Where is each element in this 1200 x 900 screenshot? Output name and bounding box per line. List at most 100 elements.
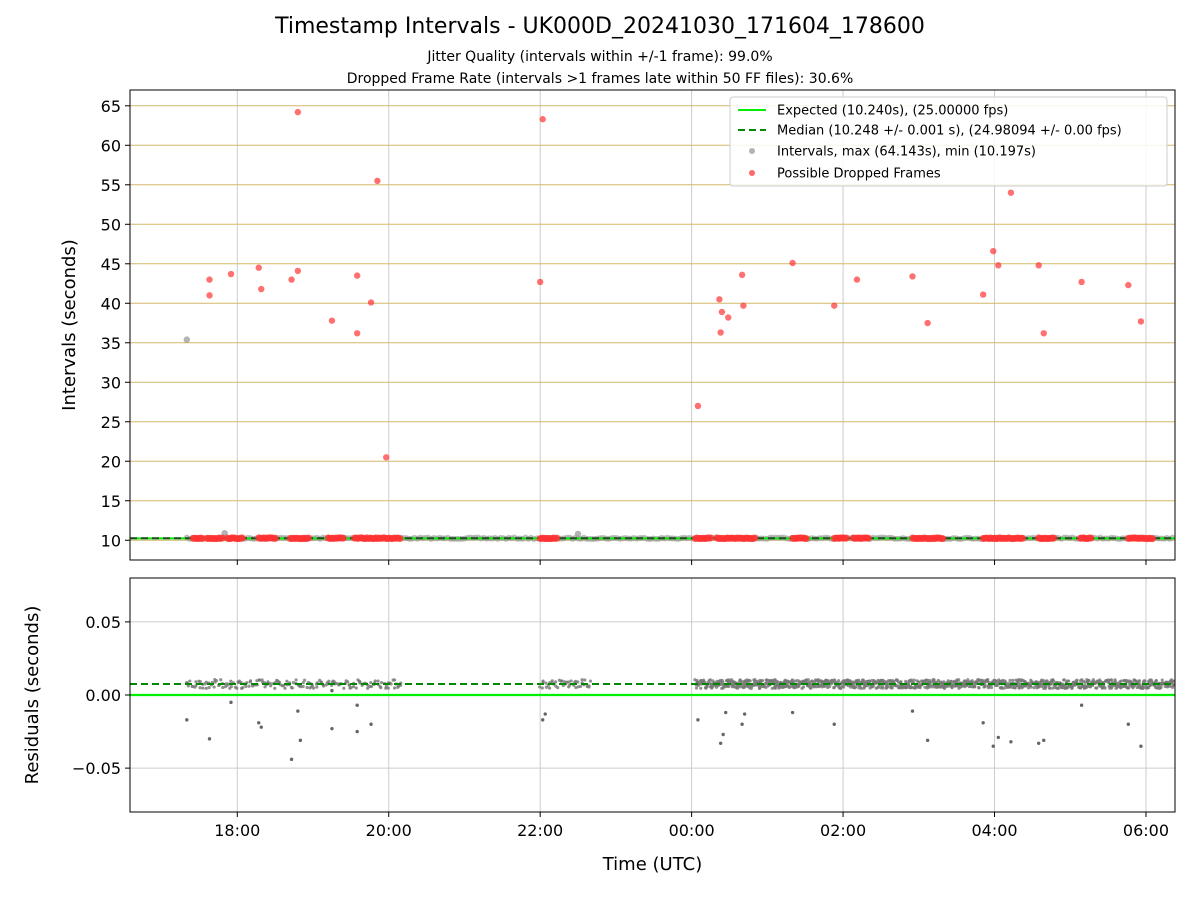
residual-point — [977, 678, 981, 682]
bottom-x-axis: 18:00 20:00 22:00 00:00 02:00 04:00 06:00 — [214, 812, 1169, 840]
residual-point — [373, 679, 377, 683]
residual-point — [1172, 679, 1175, 683]
residual-point — [1048, 686, 1052, 690]
dropped-frame-point — [553, 534, 561, 542]
residual-point — [1051, 686, 1055, 690]
residual-point — [890, 686, 894, 690]
residual-point — [301, 684, 305, 689]
bottom-x-tick-label: 20:00 — [366, 821, 412, 840]
dropped-frame-point — [1040, 330, 1047, 337]
residual-point — [327, 679, 331, 683]
residual-point — [544, 681, 548, 685]
dropped-frame-point — [294, 267, 302, 275]
legend-intervals-swatch — [749, 148, 755, 154]
residual-point — [219, 678, 223, 682]
residual-point — [355, 703, 359, 707]
legend-box — [729, 96, 1168, 187]
residual-point — [263, 685, 267, 689]
residual-point — [726, 684, 731, 689]
bottom-y-tick-label: −0.05 — [72, 759, 121, 778]
top-y-tick-label: 20 — [101, 452, 121, 471]
dropped-frame-point — [1050, 534, 1058, 542]
residual-point — [881, 686, 885, 690]
residual-point — [386, 686, 390, 690]
interval-point — [183, 336, 190, 343]
residual-point — [1172, 683, 1175, 687]
top-y-tick-label: 55 — [101, 176, 121, 195]
residual-point — [554, 680, 558, 684]
residual-point — [583, 678, 587, 682]
residual-point — [198, 686, 202, 690]
dropped-frame-point — [206, 292, 213, 299]
dropped-frame-points — [189, 108, 1157, 543]
residual-point — [1013, 686, 1017, 690]
residual-point — [369, 684, 373, 689]
residual-point — [289, 757, 294, 762]
residual-point — [207, 737, 212, 741]
dropped-frame-point — [716, 296, 723, 303]
residual-point — [991, 744, 995, 748]
residual-point — [201, 686, 205, 690]
legend-intervals-label: Intervals, max (64.143s), min (10.197s) — [777, 145, 1036, 160]
residual-point — [957, 678, 961, 682]
residual-point — [1143, 679, 1147, 683]
residual-point — [244, 684, 248, 689]
interval-points — [183, 336, 1175, 543]
residual-point — [301, 681, 305, 685]
dropped-frame-point — [238, 534, 246, 542]
residual-point — [945, 684, 949, 689]
residual-point — [567, 680, 571, 684]
residual-point — [1009, 740, 1013, 744]
residual-point — [710, 686, 714, 690]
residual-point — [569, 679, 573, 683]
dropped-frame-point — [218, 534, 226, 542]
residual-point — [886, 682, 890, 686]
residual-point — [699, 686, 703, 690]
dropped-frame-point — [1149, 535, 1157, 543]
bottom-x-axis-label: Time (UTC) — [602, 854, 703, 875]
residual-point — [773, 686, 777, 690]
residual-point — [540, 718, 545, 722]
residual-point — [1141, 686, 1146, 690]
residual-point — [1007, 685, 1012, 689]
residual-point — [268, 681, 273, 686]
chart-title: Timestamp Intervals - UK000D_20241030_17… — [275, 14, 925, 39]
dropped-frame-point — [227, 270, 235, 278]
residual-point — [574, 685, 578, 690]
residual-point — [349, 685, 353, 690]
residual-point — [888, 679, 892, 683]
bottom-x-tick-label: 02:00 — [820, 821, 866, 840]
residual-point — [369, 722, 373, 726]
residual-point — [346, 680, 350, 684]
residual-point — [977, 685, 981, 690]
residual-point — [212, 685, 216, 689]
residual-point — [1137, 679, 1141, 683]
residual-points — [185, 678, 1175, 762]
residual-point — [247, 684, 251, 688]
residual-point — [214, 679, 219, 683]
residual-point — [739, 679, 743, 684]
top-y-axis-label: Intervals (seconds) — [59, 239, 80, 411]
residual-point — [547, 686, 552, 690]
residual-point — [790, 678, 794, 682]
residual-point — [587, 685, 591, 689]
residual-point — [793, 679, 798, 683]
top-plot-area — [130, 108, 1175, 543]
residual-point — [1127, 686, 1131, 690]
residual-point — [917, 680, 921, 684]
bottom-x-tick-label: 04:00 — [971, 821, 1017, 840]
residual-point — [980, 678, 984, 682]
residual-point — [354, 686, 358, 690]
residual-point — [1107, 680, 1111, 684]
residual-point — [185, 718, 189, 722]
residual-point — [369, 680, 373, 685]
dropped-frame-point — [979, 291, 987, 298]
bottom-x-tick-label: 00:00 — [669, 821, 715, 840]
residual-point — [283, 686, 287, 690]
residual-point — [851, 683, 855, 687]
residual-point — [186, 684, 190, 688]
residual-point — [560, 679, 564, 683]
dropped-frame-point — [990, 247, 997, 255]
residual-point — [801, 685, 806, 689]
dropped-frame-point — [383, 454, 390, 461]
